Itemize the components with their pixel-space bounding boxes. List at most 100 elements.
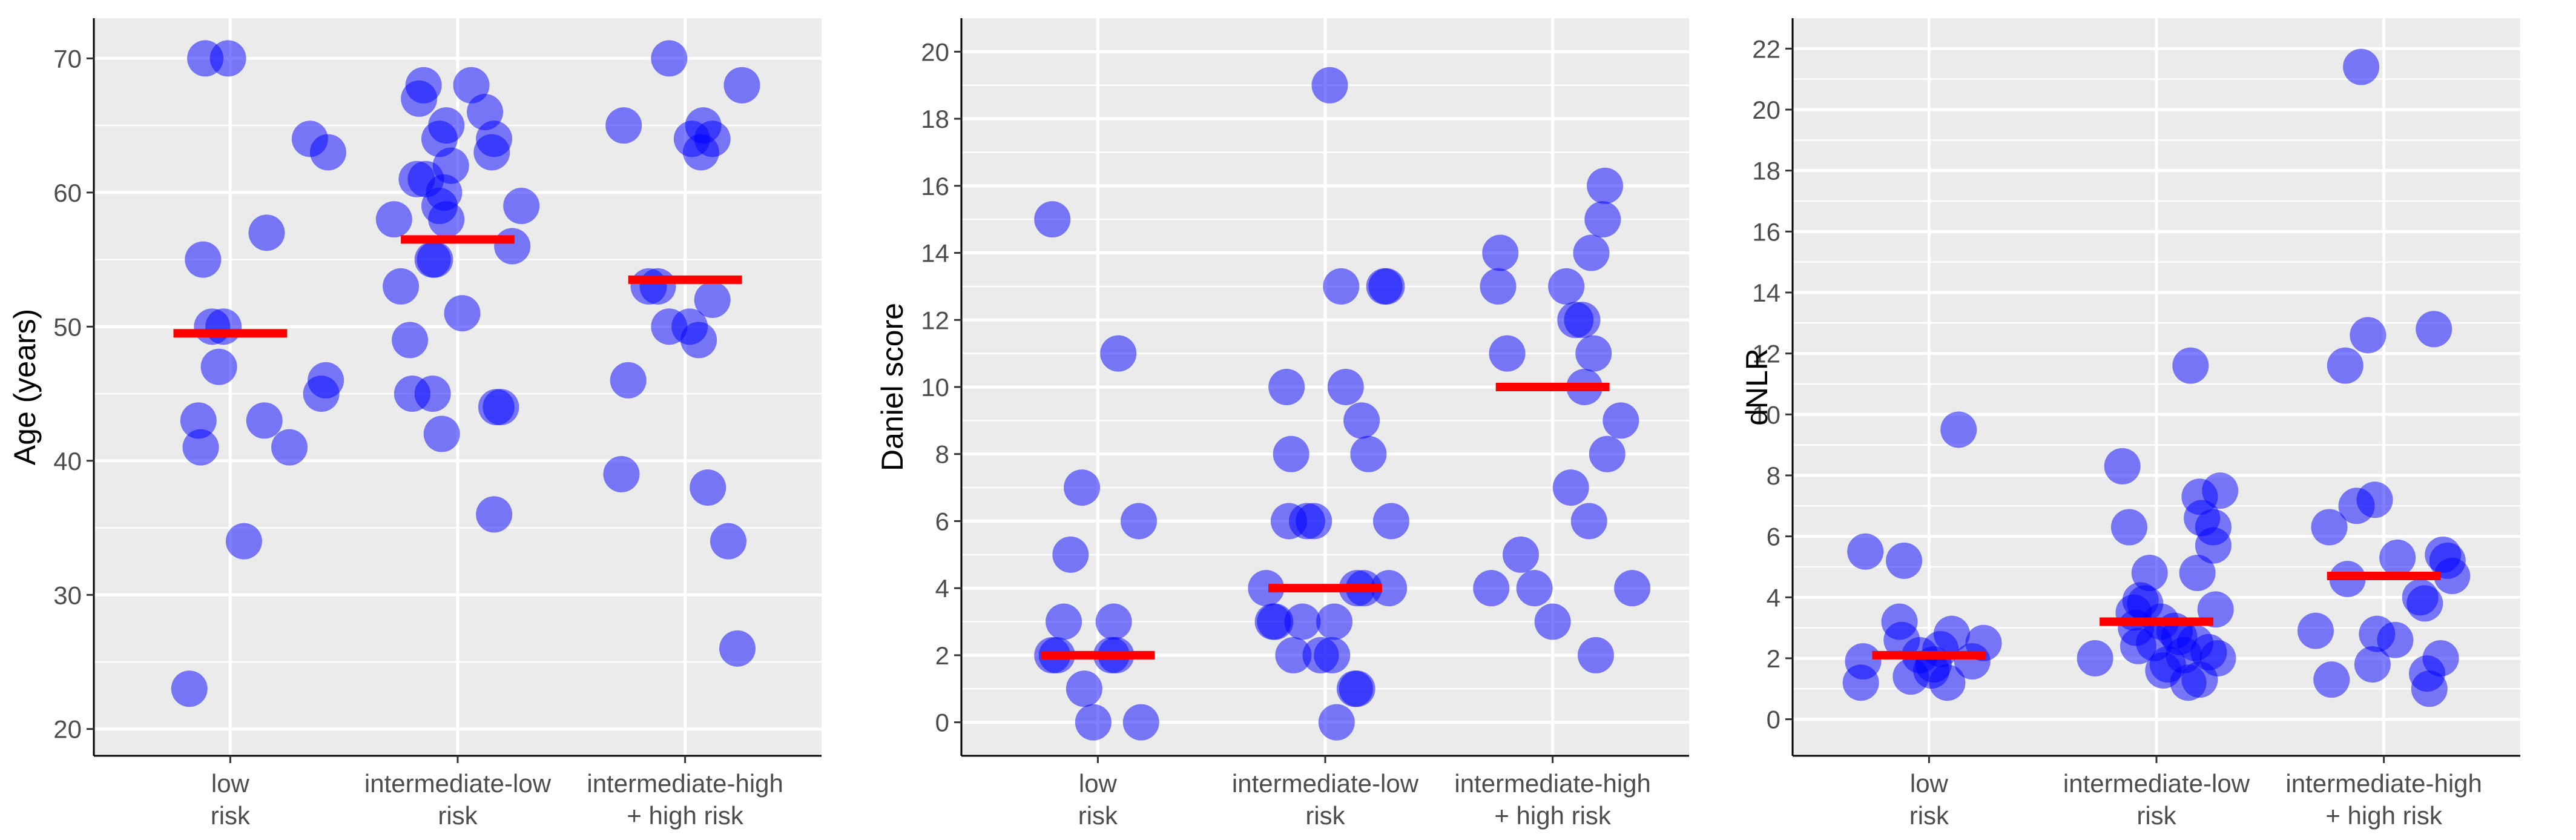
y-tick-label: 8: [1767, 461, 1780, 490]
data-point: [1327, 369, 1364, 405]
data-point: [2379, 539, 2416, 576]
data-point: [428, 201, 465, 238]
data-point: [1940, 411, 1977, 448]
data-point: [182, 429, 219, 466]
data-point: [2343, 48, 2380, 85]
data-point: [171, 670, 208, 707]
data-point: [639, 268, 676, 305]
y-axis-title: dNLR: [1740, 348, 1774, 426]
data-point: [1548, 268, 1585, 305]
data-point: [1516, 570, 1553, 607]
data-point: [2202, 472, 2239, 509]
data-point: [392, 322, 429, 359]
x-tick-label: risk: [438, 801, 478, 830]
x-tick-label: intermediate-high: [1454, 769, 1651, 798]
y-tick-label: 6: [935, 507, 949, 535]
data-point: [1570, 503, 1607, 540]
y-tick-label: 0: [1767, 706, 1780, 734]
data-point: [1064, 469, 1101, 506]
y-tick-label: 10: [1752, 400, 1780, 429]
data-point: [1273, 435, 1309, 472]
data-point: [1589, 435, 1626, 472]
data-point: [1100, 335, 1137, 372]
data-point: [1120, 503, 1157, 540]
panel-age: 20 30 40 50 60 70 low risk intermediate-low risk i…: [8, 18, 822, 830]
data-point: [405, 67, 442, 104]
data-point: [1603, 402, 1639, 439]
data-point: [225, 523, 262, 560]
data-point: [1929, 664, 1966, 701]
data-point: [375, 201, 412, 238]
data-point: [1473, 570, 1510, 607]
data-point: [2172, 347, 2209, 384]
data-point: [1122, 704, 1159, 741]
data-point: [1584, 201, 1621, 238]
data-point: [1845, 643, 1882, 680]
y-tick-label: 12: [1752, 340, 1780, 368]
x-tick-label: risk: [1909, 801, 1949, 830]
data-point: [417, 241, 453, 278]
data-point: [444, 295, 481, 332]
data-point: [1095, 603, 1132, 640]
data-point: [1614, 570, 1651, 607]
data-point: [1503, 536, 1540, 573]
data-point: [209, 40, 246, 77]
x-tick-label: low: [1910, 769, 1949, 798]
data-point: [710, 523, 746, 560]
y-tick-label: 40: [53, 447, 82, 475]
data-point: [2411, 670, 2448, 707]
data-point: [1482, 234, 1519, 271]
y-tick-label: 0: [935, 709, 949, 737]
data-point: [1575, 335, 1612, 372]
data-point: [1046, 603, 1082, 640]
data-point: [1311, 67, 1348, 104]
data-point: [603, 455, 640, 492]
data-point: [1323, 268, 1360, 305]
x-tick-label: intermediate-high: [587, 769, 783, 798]
data-point: [1296, 503, 1332, 540]
data-point: [248, 214, 285, 251]
data-point: [2422, 640, 2459, 676]
data-point: [185, 241, 222, 278]
y-tick-label: 22: [1752, 35, 1780, 63]
data-point: [476, 121, 513, 157]
data-point: [1268, 369, 1305, 405]
data-point: [200, 348, 237, 385]
data-point: [1534, 603, 1571, 640]
y-tick-label: 16: [921, 172, 949, 200]
data-point: [309, 134, 346, 171]
data-point: [694, 121, 731, 157]
data-point: [2297, 612, 2334, 649]
data-point: [2350, 317, 2387, 354]
y-tick-label: 20: [1752, 96, 1780, 124]
data-point: [2434, 558, 2471, 595]
data-point: [1066, 670, 1102, 707]
data-point: [432, 147, 469, 184]
x-tick-label: low: [211, 769, 250, 798]
data-point: [2077, 640, 2113, 676]
data-point: [651, 40, 688, 77]
data-point: [1371, 570, 1408, 607]
data-point: [271, 429, 308, 466]
y-tick-label: 12: [921, 306, 949, 334]
x-tick-label: + high risk: [2325, 801, 2443, 830]
data-point: [2406, 585, 2443, 622]
data-point: [1587, 167, 1624, 204]
data-point: [2104, 448, 2141, 484]
y-tick-label: 50: [53, 313, 82, 341]
x-tick-label: intermediate-low: [1232, 769, 1419, 798]
y-tick-label: 16: [1752, 217, 1780, 246]
data-point: [1480, 268, 1517, 305]
data-point: [428, 107, 465, 144]
y-tick-label: 20: [921, 38, 949, 66]
data-point: [453, 67, 490, 104]
data-point: [205, 308, 242, 345]
data-point: [2199, 640, 2236, 676]
data-point: [694, 282, 731, 319]
data-point: [1075, 704, 1112, 741]
data-point: [719, 630, 756, 667]
data-point: [1257, 603, 1294, 640]
data-point: [2110, 509, 2147, 546]
x-tick-label: risk: [211, 801, 251, 830]
x-tick-label: risk: [1305, 801, 1345, 830]
